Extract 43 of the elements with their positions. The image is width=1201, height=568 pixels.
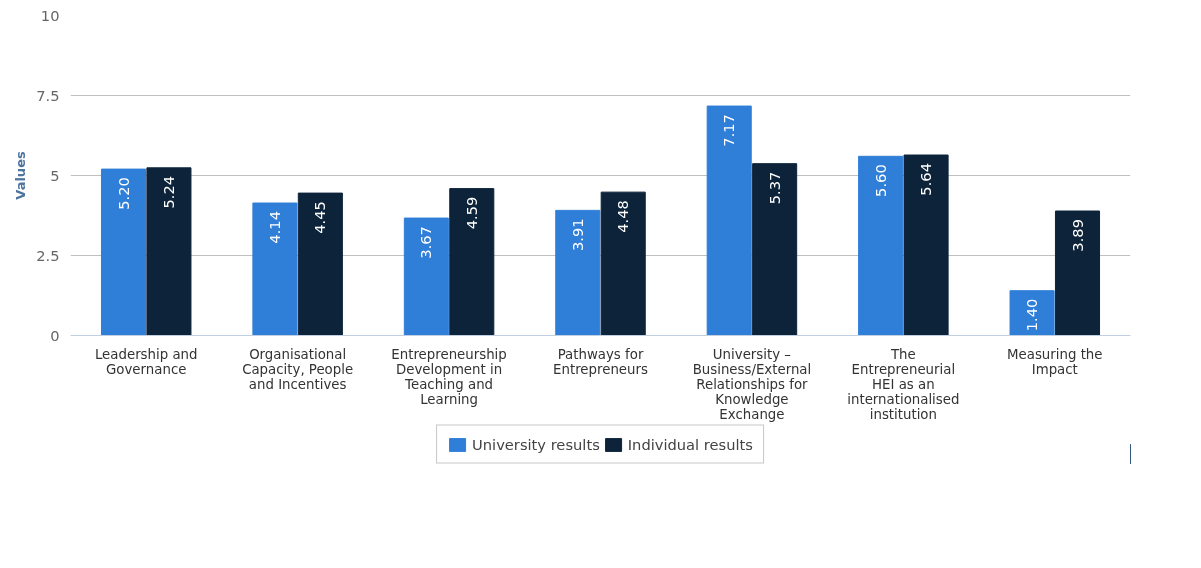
legend-label: University results xyxy=(472,435,600,453)
bar xyxy=(555,209,601,336)
data-label: 3.67 xyxy=(417,226,435,259)
y-axis-title: Values xyxy=(13,151,29,200)
x-tick-label: Pathways for Entrepreneurs xyxy=(553,346,648,377)
bar xyxy=(858,155,904,336)
bar xyxy=(1009,290,1055,336)
y-tick-label: 0 xyxy=(50,326,60,344)
data-label: 3.89 xyxy=(1068,219,1086,252)
data-label: 4.48 xyxy=(614,200,632,233)
bar xyxy=(146,167,192,336)
x-tick-label: The Entrepreneurial HEI as an internationalised institution xyxy=(847,346,960,422)
data-label: 5.24 xyxy=(159,175,177,209)
bar xyxy=(706,105,752,336)
bar xyxy=(600,191,646,336)
y-tick-label: 7.5 xyxy=(36,86,60,104)
x-tick-label: Measuring the Impact xyxy=(1007,346,1103,377)
data-label: 5.60 xyxy=(871,164,889,197)
y-tick-label: 2.5 xyxy=(36,246,60,264)
bar xyxy=(297,192,343,336)
data-label: 5.37 xyxy=(765,171,783,205)
x-tick-label: Organisational Capacity, People and Incentives xyxy=(242,346,354,392)
data-label: 4.14 xyxy=(265,211,283,244)
data-label: 4.45 xyxy=(311,201,329,234)
bar xyxy=(449,188,495,336)
bar xyxy=(903,154,949,336)
data-label: 1.40 xyxy=(1023,298,1041,332)
data-label: 4.59 xyxy=(462,196,480,230)
y-tick-label: 10 xyxy=(40,6,60,24)
data-label: 7.17 xyxy=(720,114,738,147)
bar xyxy=(403,217,449,336)
bar xyxy=(752,163,798,336)
legend-label: Individual results xyxy=(627,435,753,453)
bar xyxy=(252,202,298,336)
data-label: 5.20 xyxy=(114,177,132,210)
bar xyxy=(1054,210,1101,336)
x-tick-label: Entrepreneurship Development in Teaching and Learning xyxy=(391,346,507,407)
x-tick-label: University – Business/External Relationships for Knowledge Exchange xyxy=(692,346,812,422)
x-tick-label: Leadership and Governance xyxy=(94,346,198,377)
data-label: 5.64 xyxy=(917,163,935,196)
data-label: 3.91 xyxy=(568,218,586,252)
y-tick-label: 5 xyxy=(50,166,60,184)
bar xyxy=(100,168,147,336)
